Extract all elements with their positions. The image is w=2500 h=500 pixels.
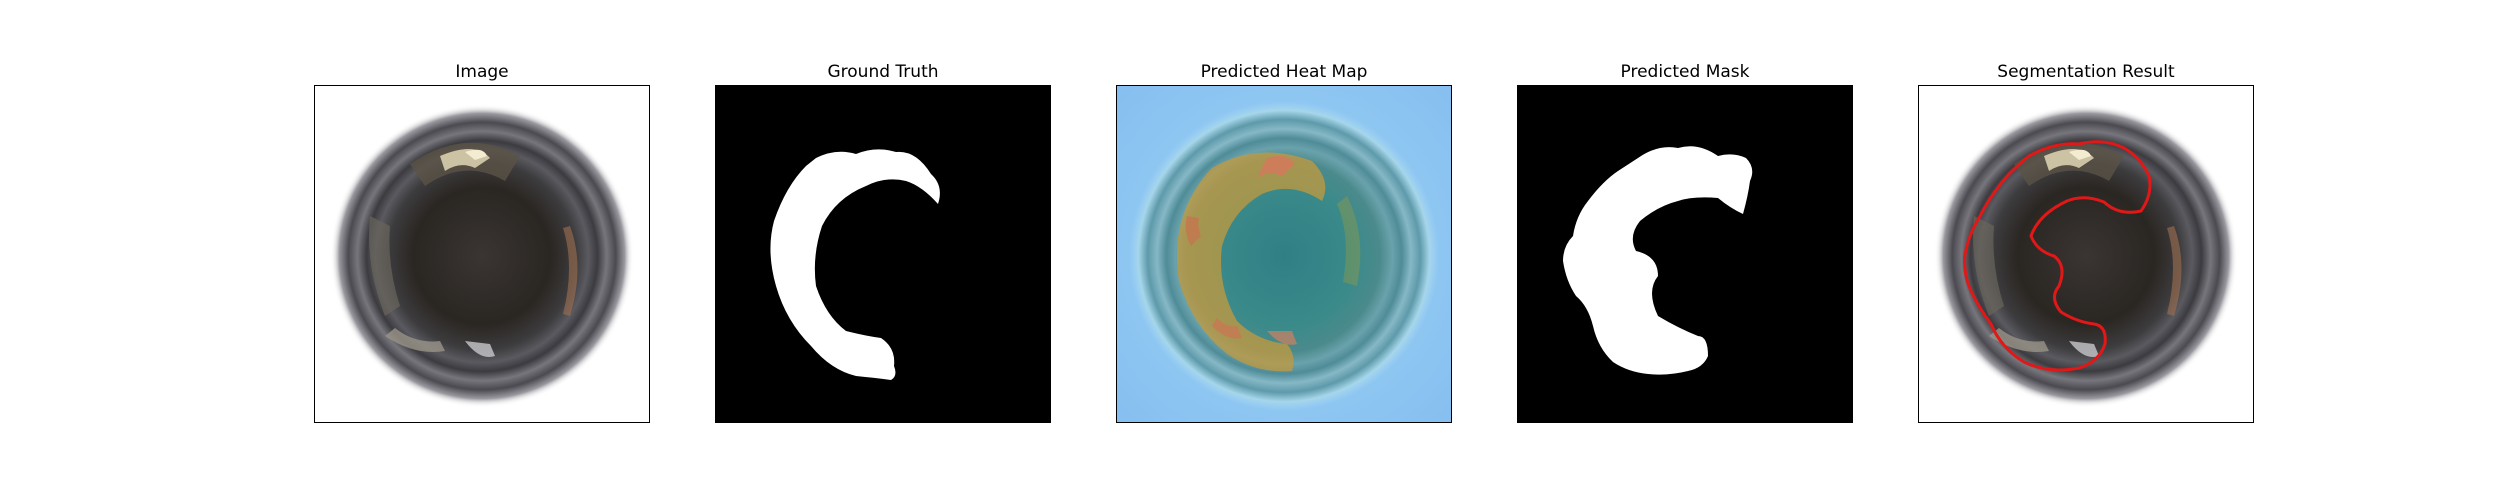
panel-segmentation-result: Segmentation Result bbox=[1918, 60, 2254, 84]
predicted-mask-axes bbox=[1517, 85, 1853, 423]
panel-title: Segmentation Result bbox=[1997, 62, 2175, 82]
panel-image: Image bbox=[314, 60, 650, 84]
segmentation-contour bbox=[1963, 140, 2152, 372]
segmentation-overlay bbox=[1919, 86, 2253, 422]
ground-truth-mask bbox=[716, 86, 1050, 422]
panel-title: Predicted Heat Map bbox=[1200, 62, 1368, 82]
predicted-mask bbox=[1518, 86, 1852, 422]
image-axes bbox=[314, 85, 650, 423]
panel-heat-map: Predicted Heat Map bbox=[1116, 60, 1452, 84]
panel-title: Predicted Mask bbox=[1620, 62, 1750, 82]
panel-title: Ground Truth bbox=[827, 62, 939, 82]
heat-map-axes bbox=[1116, 85, 1452, 423]
panel-predicted-mask: Predicted Mask bbox=[1517, 60, 1853, 84]
pipe-interior-image bbox=[315, 86, 649, 422]
segmentation-result-axes bbox=[1918, 85, 2254, 423]
predicted-heat-map bbox=[1117, 86, 1451, 422]
panel-ground-truth: Ground Truth bbox=[715, 60, 1051, 84]
panel-title: Image bbox=[455, 62, 509, 82]
ground-truth-axes bbox=[715, 85, 1051, 423]
